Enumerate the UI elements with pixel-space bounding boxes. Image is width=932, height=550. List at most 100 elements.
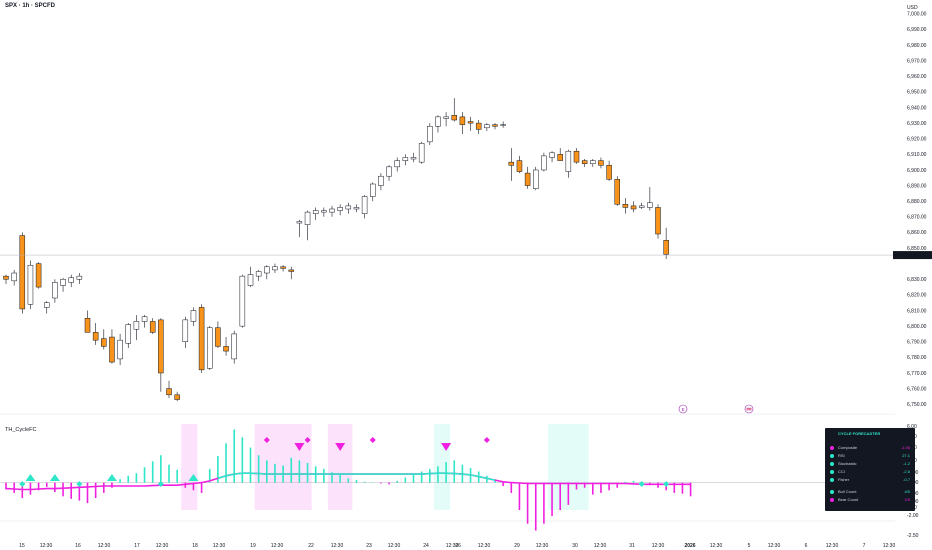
- histogram-bar: [445, 462, 447, 483]
- candle-body: [288, 269, 294, 272]
- candle-body: [239, 275, 246, 327]
- candle-body: [52, 282, 58, 299]
- candle-body: [427, 125, 433, 143]
- candle-body: [630, 205, 637, 210]
- histogram-bar: [208, 468, 211, 483]
- time-tick-label: 22: [308, 543, 314, 549]
- candle: [451, 98, 457, 122]
- time-tick-label: 12:30: [388, 543, 401, 549]
- candle-body: [223, 346, 229, 352]
- candle: [590, 159, 596, 167]
- candle-body: [149, 321, 156, 333]
- histogram-bar: [371, 482, 374, 484]
- last-price-symbol-box: [893, 251, 899, 260]
- candle-body: [524, 172, 531, 186]
- cycle-line-bull: [217, 472, 496, 481]
- candle-body: [378, 175, 384, 186]
- price-tick-label: 6,990.00: [907, 27, 927, 33]
- time-tick-label: 19: [250, 543, 256, 549]
- candle: [44, 301, 50, 314]
- time-tick-label: 12:30: [446, 543, 459, 549]
- time-tick-label: 31: [629, 543, 635, 549]
- candle-body: [467, 121, 474, 124]
- price-tick-label: 6,770.00: [907, 371, 927, 377]
- histogram-bar: [502, 482, 504, 487]
- buy-triangle-marker: [188, 474, 199, 481]
- price-tick-label: 6,780.00: [907, 355, 927, 361]
- candle: [353, 204, 360, 213]
- candle: [255, 269, 262, 281]
- forecast-row-label: Stochastic: [838, 461, 857, 466]
- time-tick-label: 7: [863, 543, 866, 549]
- price-tick-label: 6,820.00: [907, 293, 927, 299]
- flag-shape: [746, 407, 752, 411]
- histogram-bar: [217, 456, 219, 483]
- indicator-pane: [0, 424, 893, 531]
- time-tick-label: 2026: [684, 543, 695, 549]
- time-tick-label: 12:30: [271, 543, 284, 549]
- candle-body: [117, 339, 123, 360]
- candle: [272, 263, 278, 274]
- histogram-bar: [600, 482, 602, 493]
- price-tick-label: 6,800.00: [907, 324, 927, 330]
- candle-body: [500, 124, 506, 126]
- candle-body: [198, 307, 205, 371]
- candle-body: [614, 179, 620, 205]
- histogram-bar: [510, 482, 513, 493]
- candle-body: [215, 327, 221, 347]
- candle-body: [272, 266, 278, 271]
- candle-body: [410, 157, 417, 160]
- histogram-bar: [111, 482, 113, 488]
- time-tick-label: 12:30: [768, 543, 781, 549]
- histogram-bar: [274, 463, 276, 483]
- currency-label[interactable]: USD: [907, 5, 918, 11]
- price-tick-label: 6,920.00: [907, 137, 927, 143]
- candle: [60, 277, 66, 292]
- candle-body: [312, 210, 319, 214]
- candle: [304, 210, 311, 241]
- candle: [109, 329, 115, 364]
- candle: [27, 260, 34, 309]
- candle-body: [84, 318, 91, 333]
- symbol-title[interactable]: SPX · 1h · SPCFD: [5, 3, 56, 9]
- indicator-name[interactable]: TH_CycleFC: [5, 427, 37, 433]
- candle: [361, 194, 368, 219]
- forecast-row-value: 27.1: [902, 453, 910, 458]
- time-tick-label: 12:30: [98, 543, 111, 549]
- candle: [467, 116, 474, 131]
- candle: [508, 148, 515, 181]
- price-tick-label: 6,890.00: [907, 183, 927, 189]
- histogram-bar: [632, 480, 635, 483]
- candle: [402, 154, 409, 166]
- candle: [288, 266, 294, 280]
- candle: [3, 274, 9, 284]
- sell-triangle-marker: [441, 443, 452, 451]
- candle-body: [418, 143, 425, 163]
- sell-triangle-marker: [335, 443, 346, 451]
- candle-body: [280, 266, 286, 269]
- status-dot-icon: [830, 462, 834, 466]
- histogram-bar: [13, 482, 15, 493]
- buy-triangle-marker: [25, 474, 36, 481]
- histogram-bar: [94, 482, 97, 499]
- candle-body: [329, 208, 335, 213]
- time-tick-label: 26: [455, 543, 461, 549]
- histogram-bar: [176, 469, 178, 483]
- status-dot-icon: [830, 490, 834, 494]
- last-price-value: 6,845.49: [906, 253, 926, 259]
- candle-body: [296, 221, 303, 224]
- time-tick-label: 12:30: [478, 543, 491, 549]
- candle-body: [166, 388, 172, 396]
- candle: [223, 337, 229, 356]
- histogram-bar: [103, 482, 105, 493]
- candle-body: [321, 210, 327, 213]
- candle-body: [141, 316, 148, 322]
- candle-body: [158, 319, 164, 374]
- buy-diamond-marker: [76, 481, 83, 487]
- candle-body: [516, 160, 523, 172]
- candle: [598, 157, 604, 169]
- candle-series: [3, 98, 669, 402]
- candle: [394, 157, 400, 172]
- time-tick-label: 12:30: [536, 543, 549, 549]
